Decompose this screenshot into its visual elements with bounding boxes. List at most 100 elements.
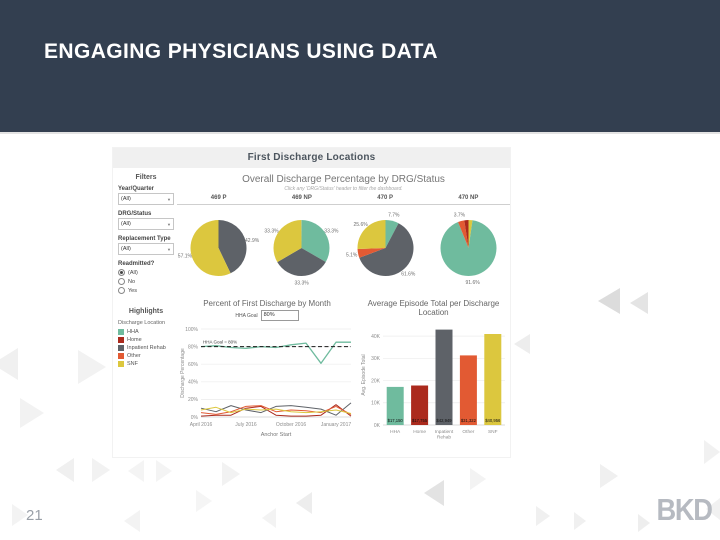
highlights-heading: Highlights — [128, 308, 164, 315]
dashboard: First Discharge Locations Filters Year/Q… — [113, 148, 510, 457]
pie-header[interactable]: 470 NP — [426, 195, 510, 205]
pie-section-subtitle: Click any 'DRG/Status' header to filter … — [284, 186, 403, 192]
line-series-home[interactable] — [200, 404, 352, 417]
x-tick-label: Other — [462, 429, 474, 435]
y-axis-title: Discharge Percentage — [180, 348, 186, 398]
pie-header[interactable]: 469 NP — [260, 195, 344, 205]
filter-replacement-type: Replacement Type (All) ▼ — [118, 236, 174, 255]
pie-slice-snf[interactable] — [190, 220, 231, 276]
y-tick-label: 20% — [188, 397, 199, 403]
x-tick-label: July 2016 — [235, 422, 257, 428]
bar-chart-svg: 0K 10K 20K 30K 40K Avg. Episode Total $17,150 H… — [361, 329, 505, 441]
bar-hha[interactable] — [386, 387, 404, 426]
pie-slice-hha[interactable] — [301, 220, 330, 262]
triangle-left-icon — [0, 348, 18, 380]
dashboard-title: First Discharge Locations — [113, 148, 510, 168]
legend-swatch — [118, 353, 124, 359]
radio-icon[interactable] — [118, 269, 125, 276]
radio-option[interactable]: (All) — [118, 269, 174, 276]
y-tick-label: 0% — [191, 415, 199, 421]
radio-option[interactable]: No — [118, 278, 174, 285]
triangle-right-icon — [704, 440, 720, 464]
triangle-right-icon — [638, 514, 650, 532]
bar-snf[interactable] — [484, 334, 502, 426]
discharge-location-legend: HHA Home Inpatient Rehab Other SNF — [118, 329, 174, 367]
bar-value-label: $42,949 — [436, 418, 452, 423]
bar-value-label: $40,956 — [485, 418, 501, 423]
triangle-right-icon — [20, 398, 44, 428]
radio-option[interactable]: Yes — [118, 287, 174, 294]
filter-dropdown[interactable]: (All) ▼ — [118, 218, 174, 230]
legend-item[interactable]: Home — [118, 337, 174, 343]
pie-section: Overall Discharge Percentage by DRG/Stat… — [177, 168, 510, 294]
pie-svg: 33.3% 33.3% 33.3% — [265, 220, 339, 286]
legend-item[interactable]: SNF — [118, 361, 174, 367]
bar-home[interactable] — [411, 385, 429, 426]
line-series-snf[interactable] — [200, 406, 352, 414]
line-series-hha[interactable] — [200, 341, 351, 364]
triangle-right-icon — [536, 506, 550, 526]
triangle-left-icon — [128, 460, 144, 482]
triangle-left-icon — [706, 498, 720, 520]
hha-goal-input[interactable]: 80% — [260, 310, 299, 321]
bar-chart-title: Average Episode Total per Discharge Loca… — [367, 299, 500, 318]
radio-icon[interactable] — [118, 287, 125, 294]
triangle-left-icon — [56, 458, 74, 482]
line-chart-title: Percent of First Discharge by Month — [203, 299, 331, 308]
filters-heading: Filters — [135, 174, 157, 181]
filter-dropdown[interactable]: (All) ▼ — [118, 193, 174, 205]
triangle-left-icon — [630, 292, 648, 314]
triangle-right-icon — [92, 458, 110, 482]
legend-item[interactable]: Other — [118, 353, 174, 359]
line-series-other[interactable] — [200, 405, 352, 415]
triangle-left-icon — [262, 508, 276, 528]
triangle-right-icon — [78, 350, 106, 384]
y-tick-label: 30K — [371, 357, 381, 363]
pie-slice-inpatient-rehab[interactable] — [358, 223, 414, 277]
filter-dropdown[interactable]: (All) ▼ — [118, 243, 174, 255]
pie-slice-other[interactable] — [357, 248, 385, 258]
reference-line-label: HHA Goal = 80% — [203, 340, 237, 345]
pie-slice-snf[interactable] — [356, 220, 385, 250]
pie-slice-label: 7.7% — [388, 212, 400, 218]
triangle-right-icon — [12, 504, 28, 526]
pie-slice-snf[interactable] — [468, 220, 473, 248]
pie-header[interactable]: 469 P — [177, 195, 261, 205]
legend-item[interactable]: HHA — [118, 329, 174, 335]
x-tick-label: HHA — [390, 429, 401, 435]
pie-slice-snf[interactable] — [273, 220, 302, 263]
pie-slice-inpatient-rehab[interactable] — [218, 220, 247, 274]
radio-icon[interactable] — [118, 278, 125, 285]
triangle-left-icon — [598, 288, 620, 314]
filter-readmitted-label: Readmitted? — [118, 261, 155, 267]
x-tick-label: April 2016 — [190, 422, 213, 428]
y-tick-label: 0K — [374, 423, 381, 429]
legend-item[interactable]: Inpatient Rehab — [118, 345, 174, 351]
pie-469-P: 469 P 42.9% 57.1% — [177, 195, 261, 294]
pie-slice-hha[interactable] — [440, 220, 497, 276]
legend-swatch — [118, 361, 124, 367]
filter-label: DRG/Status — [118, 211, 152, 217]
pie-header[interactable]: 470 P — [343, 195, 427, 205]
pie-slice-inpatient-rehab[interactable] — [277, 248, 327, 277]
pie-slice-other[interactable] — [457, 220, 469, 248]
line-chart-svg: 0% 20% 40% 60% 80% 100% Discharge Percentage HH… — [180, 327, 352, 438]
chevron-down-icon: ▼ — [167, 246, 171, 252]
y-tick-label: 10K — [371, 401, 381, 407]
x-tick-label: Rehab — [437, 435, 451, 441]
bar-inpatient-rehab[interactable] — [435, 329, 453, 426]
x-tick-label: October 2016 — [276, 422, 307, 428]
pie-slice-label: 61.6% — [401, 272, 416, 278]
triangle-left-icon — [424, 480, 444, 506]
slide-header — [0, 0, 720, 134]
pie-slice-home[interactable] — [464, 220, 469, 248]
bar-other[interactable] — [459, 355, 477, 426]
pie-slice-label: 25.6% — [353, 222, 368, 228]
x-tick-label: January 2017 — [321, 422, 352, 428]
pie-slice-hha[interactable] — [385, 220, 399, 248]
triangle-left-icon — [124, 510, 140, 532]
chevron-down-icon: ▼ — [167, 196, 171, 202]
triangle-right-icon — [156, 460, 172, 482]
dashboard-charts: Overall Discharge Percentage by DRG/Stat… — [177, 168, 510, 457]
